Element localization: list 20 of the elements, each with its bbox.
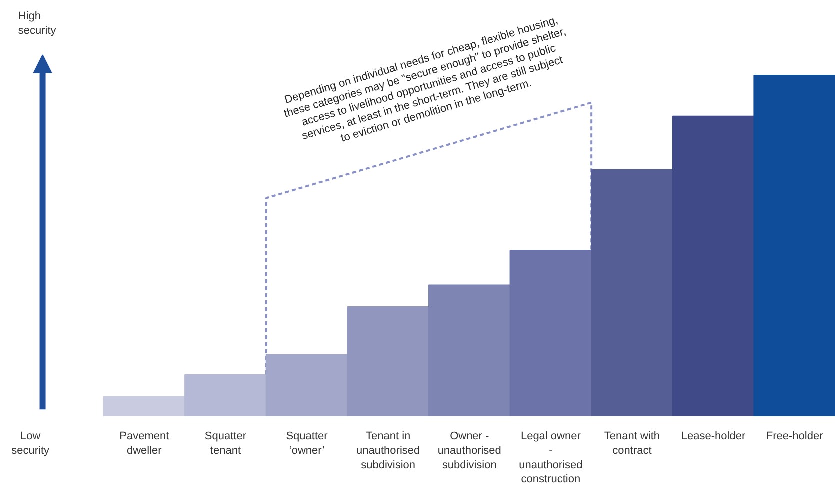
- x-tick-label: Tenant with contract: [604, 430, 660, 457]
- bar: [591, 169, 674, 416]
- x-tick-label: Pavement dweller: [120, 430, 170, 457]
- x-tick-label: Squatter ‘owner’: [286, 430, 328, 457]
- x-tick-label: Free-holder: [766, 430, 824, 442]
- x-tick-label: Tenant in unauthorised subdivision: [356, 430, 420, 472]
- x-tick-label: Squatter tenant: [204, 430, 247, 457]
- x-tick-label: Lease-holder: [681, 430, 746, 442]
- bar: [672, 116, 755, 416]
- x-tick-label: Owner - unauthorised subdivision: [438, 430, 502, 472]
- text: High security: [18, 10, 57, 38]
- bar: [754, 75, 835, 416]
- bar: [428, 284, 511, 416]
- bar: [347, 306, 430, 416]
- x-tick-label: Legal owner - unauthorised construction: [519, 430, 583, 486]
- text: Low security: [12, 430, 50, 457]
- bar: [266, 354, 348, 416]
- bar: [103, 396, 186, 416]
- bar: [184, 374, 267, 416]
- bar: [510, 250, 592, 416]
